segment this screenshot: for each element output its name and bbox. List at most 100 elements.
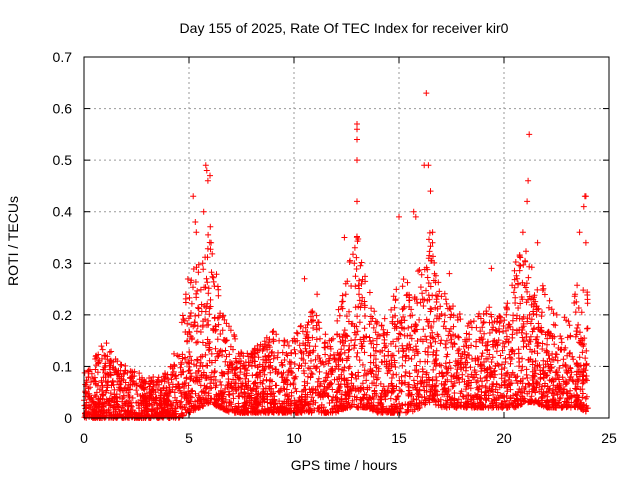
- data-point: [298, 322, 304, 329]
- data-point: [124, 408, 131, 415]
- data-point: [479, 350, 486, 357]
- data-point: [400, 276, 407, 283]
- data-point: [412, 213, 419, 220]
- data-point: [407, 332, 414, 339]
- data-point: [376, 400, 383, 406]
- data-point: [545, 304, 552, 311]
- data-point: [541, 382, 548, 389]
- data-point: [503, 327, 509, 334]
- data-point: [398, 380, 405, 387]
- data-point: [244, 350, 251, 357]
- data-point: [534, 362, 541, 369]
- data-point: [572, 333, 579, 340]
- data-point: [354, 404, 361, 411]
- data-point: [515, 350, 522, 357]
- data-point: [471, 400, 478, 407]
- data-point: [178, 398, 185, 405]
- data-point: [315, 405, 322, 412]
- data-point: [361, 325, 368, 332]
- data-point: [389, 385, 396, 392]
- data-point: [473, 338, 480, 345]
- data-point: [400, 305, 407, 312]
- data-point: [419, 296, 426, 303]
- data-point: [108, 358, 115, 365]
- data-point: [370, 337, 376, 344]
- data-point: [523, 366, 530, 373]
- data-point: [463, 330, 470, 337]
- data-point: [291, 361, 298, 367]
- data-point: [146, 375, 153, 381]
- data-point: [354, 349, 361, 356]
- data-point: [352, 304, 359, 311]
- data-point: [122, 367, 129, 374]
- data-point: [309, 334, 316, 341]
- data-point: [85, 385, 92, 392]
- data-point: [194, 323, 201, 330]
- data-point: [371, 308, 378, 315]
- data-point: [409, 391, 415, 398]
- data-point: [464, 359, 471, 366]
- data-point: [464, 323, 471, 329]
- data-point: [449, 383, 456, 390]
- data-point: [292, 350, 299, 357]
- data-point: [562, 362, 569, 369]
- data-point: [154, 406, 161, 413]
- data-point: [417, 378, 424, 385]
- data-point: [329, 365, 336, 372]
- data-point: [368, 305, 375, 312]
- data-point: [413, 346, 420, 353]
- data-point: [183, 374, 190, 381]
- data-point: [547, 404, 554, 411]
- data-point: [422, 333, 429, 340]
- data-point: [328, 337, 335, 343]
- data-point: [117, 387, 124, 394]
- data-point: [274, 354, 281, 361]
- data-point: [549, 333, 556, 340]
- data-point: [462, 367, 469, 374]
- data-point: [337, 405, 344, 412]
- data-point: [333, 363, 340, 370]
- data-point: [524, 375, 531, 381]
- data-point: [515, 305, 522, 311]
- data-point: [223, 320, 230, 327]
- data-point: [524, 198, 531, 205]
- data-point: [554, 357, 561, 364]
- data-point: [248, 363, 255, 370]
- data-point: [216, 393, 223, 400]
- data-point: [426, 236, 432, 243]
- data-point: [298, 349, 305, 356]
- data-point: [221, 389, 228, 395]
- x-tick-label: 25: [601, 430, 617, 446]
- data-point: [473, 371, 480, 378]
- data-point: [81, 369, 88, 376]
- data-point: [205, 285, 212, 292]
- data-point: [214, 283, 221, 290]
- y-tick-label: 0.2: [53, 307, 73, 323]
- data-point: [207, 223, 214, 230]
- data-point: [479, 336, 486, 343]
- data-point: [495, 337, 502, 344]
- data-point: [275, 388, 282, 395]
- data-point: [519, 363, 526, 370]
- data-point: [442, 325, 449, 332]
- data-point: [517, 300, 524, 307]
- data-point: [447, 399, 454, 406]
- data-point: [513, 392, 520, 398]
- data-point: [367, 405, 373, 412]
- data-point: [399, 283, 406, 290]
- data-point: [396, 377, 403, 384]
- data-point: [88, 370, 95, 377]
- data-point: [382, 392, 389, 399]
- data-point: [407, 312, 414, 319]
- data-point: [279, 361, 286, 368]
- data-point: [371, 352, 377, 359]
- data-point: [489, 354, 496, 361]
- data-point: [572, 381, 579, 387]
- data-point: [442, 360, 449, 367]
- data-point: [209, 250, 216, 257]
- data-point: [428, 257, 434, 264]
- data-point: [492, 327, 499, 334]
- data-point: [193, 229, 200, 236]
- data-point: [288, 349, 294, 356]
- data-point: [358, 300, 365, 307]
